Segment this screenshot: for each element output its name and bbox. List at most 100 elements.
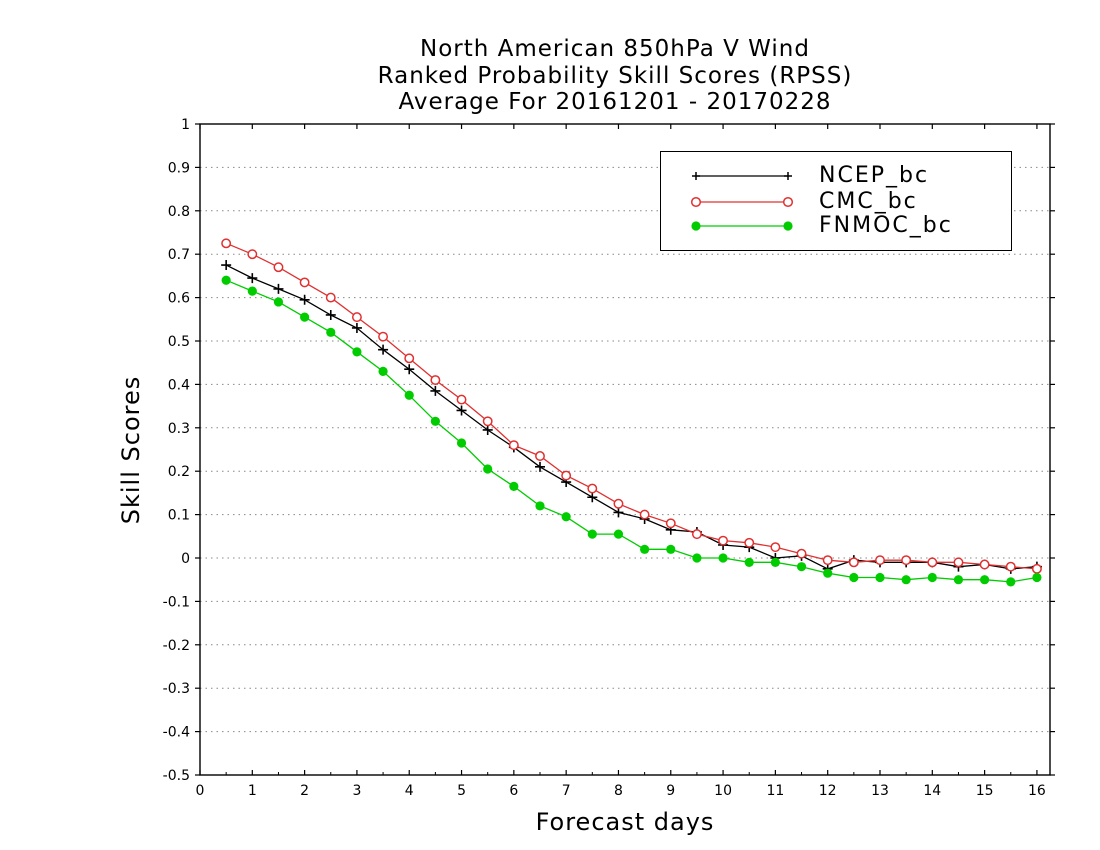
data-point-cmc_bc <box>587 483 598 494</box>
y-tick-label: -0.4 <box>163 725 190 741</box>
chart-title-line-3: Average For 20161201 - 20170228 <box>398 89 832 115</box>
data-point-fnmoc_bc <box>849 572 859 583</box>
data-point-fnmoc_bc <box>221 275 231 285</box>
data-point-cmc_bc <box>430 375 441 386</box>
data-point-cmc_bc <box>613 498 624 509</box>
y-tick-label: 0.7 <box>168 247 190 263</box>
data-point-ncep_bc <box>299 294 310 305</box>
data-point-cmc_bc <box>508 440 519 451</box>
data-point-cmc_bc <box>221 238 232 249</box>
data-point-cmc_bc <box>953 557 964 568</box>
data-point-fnmoc_bc <box>927 572 937 583</box>
legend-label-fnmoc: FNMOC_bc <box>819 213 953 238</box>
x-tick-label: 5 <box>457 783 466 799</box>
data-point-fnmoc_bc <box>587 529 597 539</box>
y-tick-label: 0 <box>181 551 190 567</box>
x-tick-label: 13 <box>871 783 889 799</box>
data-point-ncep_bc <box>404 364 415 375</box>
data-point-ncep_bc <box>482 424 493 435</box>
x-tick-label: 7 <box>562 783 571 799</box>
x-tick-label: 9 <box>666 783 675 799</box>
x-tick-label: 14 <box>923 783 941 799</box>
data-point-ncep_bc <box>613 507 624 518</box>
data-point-cmc_bc <box>979 559 990 570</box>
data-point-fnmoc_bc <box>823 568 833 578</box>
data-point-cmc_bc <box>351 312 362 323</box>
data-point-fnmoc_bc <box>744 557 754 567</box>
data-point-cmc_bc <box>404 353 415 364</box>
data-point-fnmoc_bc <box>770 557 780 567</box>
data-point-ncep_bc <box>378 344 389 355</box>
data-point-fnmoc_bc <box>953 575 964 585</box>
data-point-cmc_bc <box>901 555 912 566</box>
data-point-fnmoc_bc <box>901 575 911 585</box>
y-tick-label: -0.5 <box>163 768 190 784</box>
data-point-fnmoc_bc <box>300 312 310 322</box>
data-point-cmc_bc <box>1031 563 1042 574</box>
data-point-cmc_bc <box>561 470 572 481</box>
data-point-ncep_bc <box>273 283 284 294</box>
data-point-fnmoc_bc <box>247 286 257 296</box>
data-point-fnmoc_bc <box>404 390 414 400</box>
x-tick-label: 12 <box>819 783 837 799</box>
data-point-cmc_bc <box>456 394 467 405</box>
data-point-cmc_bc <box>770 542 781 553</box>
data-point-ncep_bc <box>221 260 232 271</box>
data-point-fnmoc_bc <box>692 553 702 563</box>
data-point-cmc_bc <box>1005 561 1016 572</box>
x-tick-label: 0 <box>196 783 205 799</box>
series-line-fnmoc_bc <box>225 279 1038 583</box>
y-tick-label: 0.8 <box>168 204 190 220</box>
data-point-cmc_bc <box>247 249 258 260</box>
data-point-cmc_bc <box>325 292 336 303</box>
chart-title-line-2: Ranked Probability Skill Scores (RPSS) <box>377 63 853 89</box>
x-tick-label: 6 <box>509 783 518 799</box>
x-tick-label: 3 <box>352 783 361 799</box>
data-point-ncep_bc <box>430 385 441 396</box>
x-axis-label: Forecast days <box>535 808 715 836</box>
data-point-cmc_bc <box>299 277 310 288</box>
data-point-fnmoc_bc <box>875 572 885 583</box>
chart-title-line-1: North American 850hPa V Wind <box>420 36 810 62</box>
y-tick-label: 0.6 <box>168 291 190 307</box>
data-point-ncep_bc <box>351 322 362 333</box>
data-point-fnmoc_bc <box>352 347 362 357</box>
legend-swatches <box>690 172 794 231</box>
data-point-fnmoc_bc <box>796 562 807 572</box>
data-point-fnmoc_bc <box>326 327 336 337</box>
y-tick-label: -0.3 <box>163 681 190 697</box>
data-point-fnmoc_bc <box>666 544 676 554</box>
x-tick-label: 10 <box>714 783 732 799</box>
data-point-cmc_bc <box>378 331 389 342</box>
data-point-cmc_bc <box>822 555 833 566</box>
y-tick-label: 0.9 <box>168 160 190 176</box>
y-tick-label: -0.1 <box>163 594 190 610</box>
x-tick-label: 16 <box>1028 783 1046 799</box>
y-tick-label: 0.4 <box>168 377 190 393</box>
data-point-fnmoc_bc <box>509 481 519 491</box>
data-point-fnmoc_bc <box>483 464 493 474</box>
data-point-cmc_bc <box>273 262 284 273</box>
data-point-cmc_bc <box>927 557 938 568</box>
data-point-cmc_bc <box>875 555 885 566</box>
data-point-cmc_bc <box>535 451 545 461</box>
data-point-fnmoc_bc <box>456 438 467 448</box>
data-point-ncep_bc <box>247 273 258 284</box>
data-point-fnmoc_bc <box>718 553 728 563</box>
data-point-fnmoc_bc <box>273 297 284 307</box>
x-tick-label: 1 <box>248 783 257 799</box>
data-point-ncep_bc <box>535 461 545 472</box>
data-point-cmc_bc <box>482 416 493 427</box>
data-point-ncep_bc <box>456 405 467 416</box>
y-tick-label: -0.2 <box>163 638 190 654</box>
y-axis-label: Skill Scores <box>117 375 145 525</box>
data-point-fnmoc_bc <box>1006 577 1016 587</box>
data-point-ncep_bc <box>325 309 336 320</box>
chart-legend: NCEP_bc CMC_bc FNMOC_bc <box>660 151 1012 251</box>
data-point-fnmoc_bc <box>535 501 545 511</box>
data-point-ncep_bc <box>587 492 598 503</box>
data-point-fnmoc_bc <box>640 544 650 554</box>
data-point-cmc_bc <box>639 509 650 520</box>
x-tick-label: 11 <box>766 783 784 799</box>
